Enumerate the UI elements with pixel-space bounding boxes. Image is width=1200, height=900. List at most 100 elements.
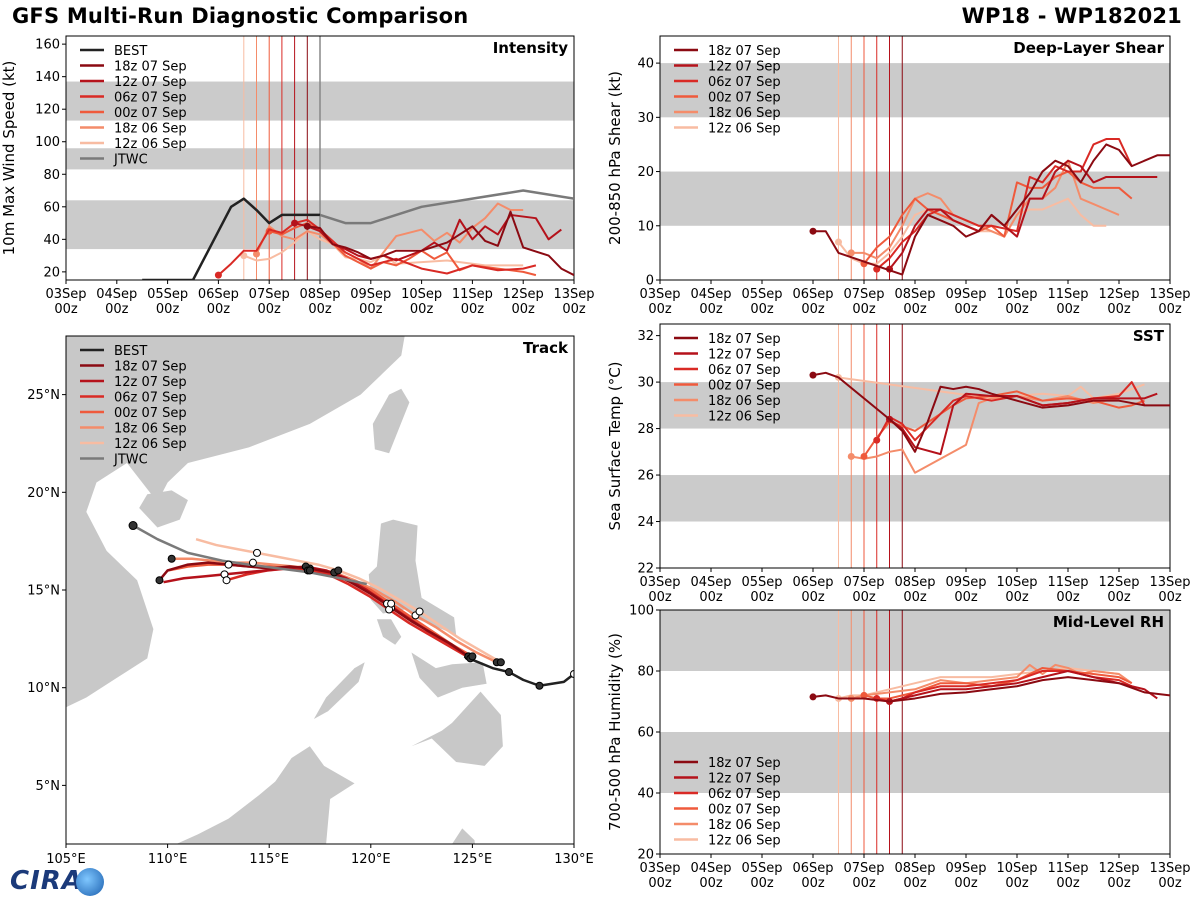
shear-legend-label: 18z 07 Sep	[708, 44, 781, 59]
sst-legend-label: 12z 07 Sep	[708, 348, 781, 363]
intensity-best-line	[142, 197, 320, 280]
land-sulawesi	[452, 828, 476, 844]
rh-xtick-label: 00z	[750, 876, 774, 891]
track-ytick-label: 10°N	[27, 681, 60, 696]
globe-icon	[76, 868, 104, 896]
rh-ytick-label: 80	[637, 665, 654, 680]
sst-xtick-label: 07Sep	[843, 575, 884, 590]
sst-series-line	[812, 371, 1170, 453]
rh-ytick-label: 20	[637, 848, 654, 863]
shear-xtick-label: 04Sep	[690, 287, 731, 302]
sst-ylabel: Sea Surface Temp (°C)	[606, 361, 624, 530]
cira-logo: CIRA	[4, 866, 108, 898]
shear-xtick-label: 03Sep	[639, 287, 680, 302]
intensity-xtick-label: 00z	[258, 302, 282, 317]
shear-xtick-label: 11Sep	[1047, 287, 1088, 302]
track-position-marker	[253, 548, 262, 557]
track-title: Track	[523, 339, 569, 357]
track-xtick-label: 120°E	[351, 852, 391, 867]
intensity-xtick-label: 00z	[308, 302, 332, 317]
rh-ylabel: 700-500 hPa Humidity (%)	[606, 633, 624, 831]
shear-ytick-label: 0	[646, 274, 654, 289]
rh-xtick-label: 00z	[903, 876, 927, 891]
intensity-xtick-label: 10Sep	[401, 287, 442, 302]
intensity-series-start	[253, 250, 260, 258]
track-position-marker	[468, 652, 477, 661]
rh-xtick-label: 00z	[1056, 876, 1080, 891]
sst-panel: 03Sep00z04Sep00z05Sep00z06Sep00z07Sep00z…	[606, 323, 1191, 605]
intensity-xtick-label: 00z	[207, 302, 231, 317]
rh-series-start	[809, 693, 817, 701]
rh-xtick-label: 04Sep	[690, 861, 731, 876]
shear-xtick-label: 07Sep	[843, 287, 884, 302]
shear-band	[660, 63, 1170, 118]
land-hainan	[139, 490, 188, 528]
shear-xtick-label: 00z	[750, 302, 774, 317]
intensity-ytick-label: 40	[43, 233, 60, 248]
shear-series-start	[847, 249, 855, 257]
rh-xtick-label: 07Sep	[843, 861, 884, 876]
track-plot	[66, 336, 574, 844]
shear-xtick-label: 00z	[1005, 302, 1029, 317]
sst-ytick-label: 24	[637, 515, 654, 530]
intensity-series-line	[243, 230, 524, 267]
intensity-xtick-label: 07Sep	[249, 287, 290, 302]
sst-xtick-label: 10Sep	[996, 575, 1037, 590]
rh-xtick-label: 00z	[852, 876, 876, 891]
shear-xtick-label: 09Sep	[945, 287, 986, 302]
track-position-marker	[222, 576, 231, 585]
intensity-series-line	[217, 218, 537, 276]
rh-legend-label: 18z 07 Sep	[708, 756, 781, 771]
intensity-legend-label: 18z 06 Sep	[114, 122, 187, 137]
intensity-ylabel: 10m Max Wind Speed (kt)	[0, 61, 18, 256]
shear-xtick-label: 00z	[699, 302, 723, 317]
sst-xtick-label: 00z	[1107, 590, 1131, 605]
sst-ytick-label: 32	[637, 329, 654, 344]
intensity-xtick-label: 08Sep	[299, 287, 340, 302]
sst-series-start	[847, 452, 855, 460]
land-palawan	[313, 662, 365, 719]
rh-xtick-label: 12Sep	[1098, 861, 1139, 876]
shear-xtick-label: 10Sep	[996, 287, 1037, 302]
rh-legend-label: 12z 07 Sep	[708, 772, 781, 787]
track-legend-label: 18z 06 Sep	[114, 422, 187, 437]
shear-series-line	[876, 138, 1133, 270]
track-position-marker	[155, 576, 164, 585]
sst-legend-label: 00z 07 Sep	[708, 379, 781, 394]
sst-xtick-label: 00z	[1056, 590, 1080, 605]
rh-legend-label: 18z 06 Sep	[708, 818, 781, 833]
track-position-marker	[224, 560, 233, 569]
shear-legend-label: 06z 07 Sep	[708, 75, 781, 90]
sst-xtick-label: 09Sep	[945, 575, 986, 590]
track-legend-label: 06z 07 Sep	[114, 391, 187, 406]
intensity-series-start	[291, 219, 299, 227]
shear-xtick-label: 00z	[1158, 302, 1182, 317]
track-ytick-label: 25°N	[27, 388, 60, 403]
track-panel: 105°E 110°E 115°E 120°E 125°E 130°E 5°N 10°N 15°…	[27, 335, 594, 867]
sst-xtick-label: 03Sep	[639, 575, 680, 590]
shear-xtick-label: 00z	[648, 302, 672, 317]
intensity-legend-label: 18z 07 Sep	[114, 60, 187, 75]
track-ytick-label: 15°N	[27, 584, 60, 599]
track-xtick-label: 125°E	[453, 852, 493, 867]
intensity-jtwc-line	[319, 189, 574, 225]
rh-panel: 03Sep00z04Sep00z05Sep00z06Sep00z07Sep00z…	[606, 604, 1191, 892]
land-asia-coast	[66, 336, 405, 708]
intensity-legend-label: JTWC	[113, 153, 148, 168]
shear-ylabel: 200-850 hPa Shear (kt)	[606, 71, 624, 245]
intensity-xtick-label: 05Sep	[147, 287, 188, 302]
land-taiwan	[372, 388, 410, 454]
sst-xtick-label: 00z	[699, 590, 723, 605]
intensity-ytick-label: 140	[35, 70, 60, 85]
shear-xtick-label: 00z	[801, 302, 825, 317]
intensity-series-line	[255, 202, 524, 270]
intensity-ytick-label: 80	[43, 168, 60, 183]
track-legend-label: 18z 07 Sep	[114, 360, 187, 375]
rh-xtick-label: 00z	[1158, 876, 1182, 891]
shear-xtick-label: 00z	[903, 302, 927, 317]
rh-xtick-label: 06Sep	[792, 861, 833, 876]
track-legend-label: 00z 07 Sep	[114, 406, 187, 421]
rh-plot	[809, 663, 1170, 705]
sst-legend-label: 12z 06 Sep	[708, 410, 781, 425]
shear-xtick-label: 12Sep	[1098, 287, 1139, 302]
